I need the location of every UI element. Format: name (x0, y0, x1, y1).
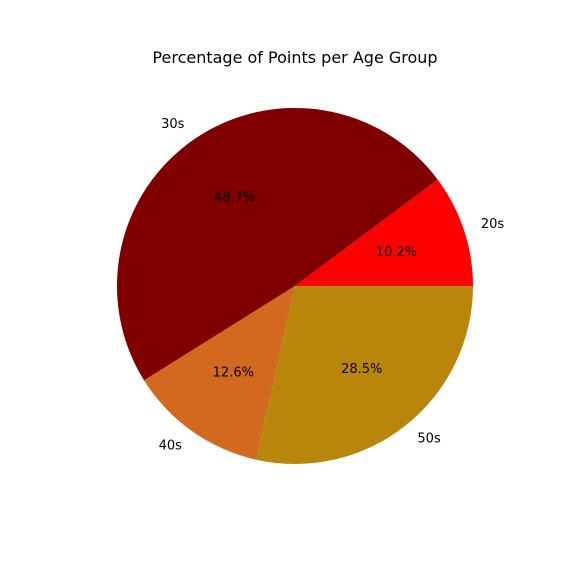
pie-category-label: 30s (161, 117, 185, 132)
pie-slice-20s (295, 179, 473, 286)
pie-percent-label: 12.6% (213, 366, 254, 381)
pie-percent-label: 28.5% (341, 362, 382, 377)
pie-category-label: 40s (159, 438, 183, 453)
pie-percent-label: 48.7% (214, 190, 255, 205)
pie-slice-50s (256, 286, 473, 464)
pie-slice-40s (144, 286, 295, 460)
pie-category-label: 50s (417, 431, 441, 446)
chart-title: Percentage of Points per Age Group (152, 48, 437, 67)
pie-percent-label: 10.2% (376, 245, 417, 260)
pie-slice-30s (116, 107, 438, 381)
pie-category-label: 20s (481, 217, 505, 232)
pie-labels: 10.2% 20s 48.7% 30s 12.6% 40s 28.5% 50s (159, 117, 505, 453)
pie-slices (116, 107, 473, 464)
